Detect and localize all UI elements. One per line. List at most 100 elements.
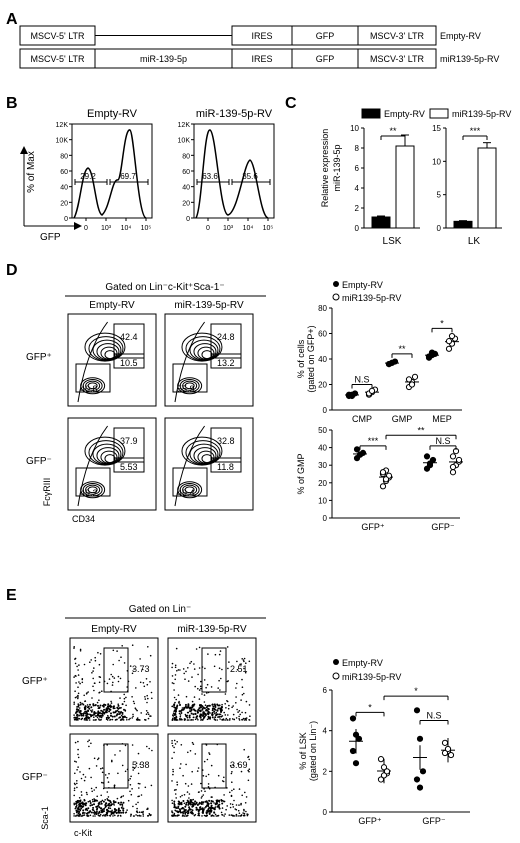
flow-event xyxy=(136,814,139,817)
flow-event xyxy=(188,797,190,799)
flow-event xyxy=(191,676,193,678)
flow-event xyxy=(77,740,79,743)
flow-event xyxy=(141,668,144,671)
flow-event xyxy=(207,710,210,713)
flow-event xyxy=(104,799,106,801)
flow-event xyxy=(180,744,183,746)
flow-event xyxy=(211,713,214,716)
flow-event xyxy=(178,710,181,713)
flow-event xyxy=(220,677,222,680)
flow-event xyxy=(191,704,194,707)
flow-event xyxy=(241,658,243,660)
flow-event xyxy=(75,811,78,814)
flow-event xyxy=(83,812,86,814)
flow-event xyxy=(147,711,149,714)
flow-event xyxy=(229,718,231,720)
flow-event xyxy=(235,804,238,806)
flow-event xyxy=(226,805,228,807)
flow-event xyxy=(76,786,78,789)
flow-event xyxy=(139,763,141,765)
flow-event xyxy=(109,714,112,717)
sig-label: N.S xyxy=(354,375,369,385)
contour-ring xyxy=(197,450,215,464)
flow-event xyxy=(85,714,88,717)
flow-event xyxy=(100,718,102,721)
dot-x-label: GFP⁻ xyxy=(422,816,446,826)
bar-y-tick-label: 15 xyxy=(432,124,441,133)
flow-event xyxy=(139,658,141,660)
flow-event xyxy=(190,719,193,721)
flow-event xyxy=(107,796,110,798)
flow-event xyxy=(192,798,194,801)
flow-event xyxy=(112,681,114,684)
flow-event xyxy=(223,776,225,779)
flow-gate xyxy=(113,353,145,369)
flow-x-label: CD34 xyxy=(72,514,95,524)
flow-event xyxy=(135,814,137,816)
flow-event xyxy=(243,667,245,670)
flow-event xyxy=(227,714,229,716)
flow-event xyxy=(225,717,228,720)
flow-event xyxy=(173,789,176,791)
flow-event xyxy=(175,698,177,701)
flow-event xyxy=(102,810,105,813)
flow-event xyxy=(187,803,190,806)
flow-event xyxy=(91,804,94,806)
flow-plot-frame xyxy=(164,313,254,407)
dot-point xyxy=(455,456,463,464)
flow-event xyxy=(193,663,195,665)
flow-event xyxy=(82,714,85,717)
flow-event xyxy=(184,713,187,716)
dot-y-tick-label: 60 xyxy=(318,330,327,339)
flow-event xyxy=(188,716,191,719)
flow-event xyxy=(171,780,173,782)
construct-element-label: MSCV-5' LTR xyxy=(30,54,85,64)
flow-event xyxy=(74,674,77,677)
flow-event xyxy=(179,704,181,706)
flow-event xyxy=(77,748,79,751)
flow-event xyxy=(220,710,223,713)
flow-event xyxy=(113,811,116,813)
histogram-y-tick-label: 40 xyxy=(182,185,190,192)
flow-event xyxy=(207,810,210,813)
flow-event xyxy=(118,707,121,709)
histogram-title: Empty-RV xyxy=(87,108,138,120)
flow-event xyxy=(74,772,76,775)
flow-event xyxy=(84,712,87,715)
histogram-gate-label: 29.2 xyxy=(80,172,96,181)
flow-event xyxy=(80,815,83,817)
flow-event xyxy=(109,801,112,804)
flow-event xyxy=(218,713,221,716)
flow-event xyxy=(113,715,116,718)
dot-y-tick-label: 20 xyxy=(318,479,327,488)
construct-diagram: MSCV-5' LTR IRES GFP MSCV-3' LTR Empty-RV MSC… xyxy=(19,25,499,69)
flow-gate xyxy=(75,363,111,393)
flow-event xyxy=(73,647,75,649)
dot-y-tick-label: 30 xyxy=(318,461,327,470)
histogram-gate-label: 35.6 xyxy=(242,172,258,181)
legend-swatch-mir xyxy=(429,108,449,119)
flow-event xyxy=(179,669,181,671)
flow-event xyxy=(151,749,153,752)
flow-event xyxy=(249,715,251,717)
bar-y-tick-label: 6 xyxy=(355,164,360,173)
flow-event xyxy=(89,800,91,803)
flow-event xyxy=(149,681,151,683)
flow-event xyxy=(206,718,209,721)
flow-event xyxy=(185,803,188,806)
flow-event xyxy=(172,768,174,771)
bar-y-tick-label: 8 xyxy=(355,144,360,153)
flow-event xyxy=(77,756,80,759)
dot-point xyxy=(426,462,434,469)
dot-point xyxy=(379,483,387,490)
flow-event xyxy=(175,719,178,721)
flow-event xyxy=(84,776,87,778)
flow-event xyxy=(89,804,92,807)
contour-ring xyxy=(85,484,101,495)
flow-gate xyxy=(210,323,242,359)
flow-event xyxy=(188,802,191,804)
flow-event xyxy=(187,704,190,707)
flow-event xyxy=(210,802,213,805)
flow-event xyxy=(198,698,201,700)
sig-label: ** xyxy=(389,126,397,136)
